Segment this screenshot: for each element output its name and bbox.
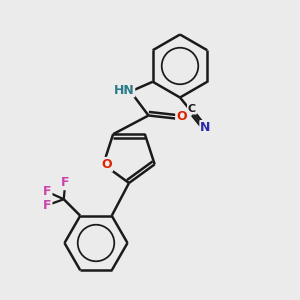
Text: F: F — [61, 176, 70, 189]
Text: F: F — [43, 185, 52, 198]
Text: C: C — [188, 103, 196, 114]
Text: O: O — [176, 110, 187, 124]
Text: HN: HN — [113, 83, 134, 97]
Text: O: O — [102, 158, 112, 171]
Text: F: F — [43, 199, 52, 212]
Text: N: N — [200, 121, 211, 134]
